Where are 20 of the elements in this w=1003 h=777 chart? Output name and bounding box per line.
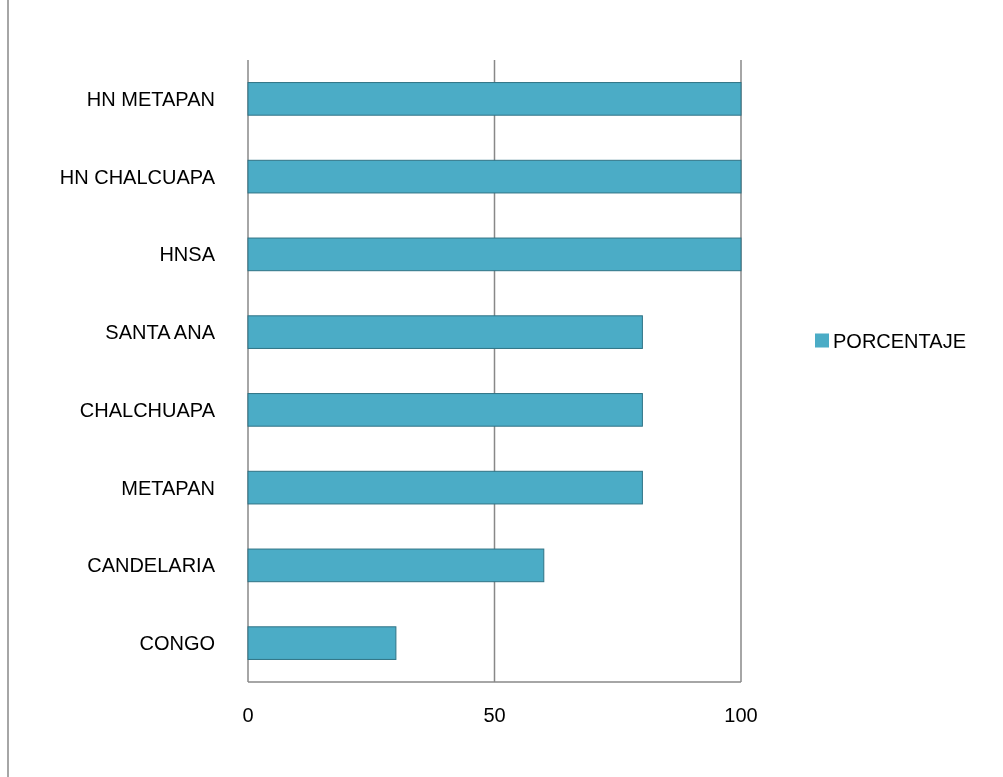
y-tick-label: METAPAN: [121, 476, 215, 499]
y-tick-label: HN METAPAN: [86, 87, 215, 110]
y-tick-label: SANTA ANA: [105, 321, 216, 344]
y-tick-label: HNSA: [159, 243, 216, 266]
bar: [247, 548, 545, 583]
bar: [247, 82, 742, 116]
x-tick-label: 50: [483, 704, 506, 726]
y-tick-label: CHALCHUAPA: [79, 398, 216, 421]
bar: [247, 237, 742, 272]
legend-label: PORCENTAJE: [833, 329, 966, 352]
bar: [247, 315, 643, 349]
x-tick-label: 0: [242, 704, 254, 726]
bar: [247, 626, 397, 660]
y-tick-label: CONGO: [139, 632, 215, 655]
y-tick-label: CANDELARIA: [87, 554, 216, 577]
bar: [247, 393, 643, 427]
bar: [247, 159, 742, 194]
bar: [247, 470, 643, 505]
x-tick-label: 100: [724, 704, 758, 726]
y-tick-label: HN CHALCUAPA: [59, 165, 216, 188]
